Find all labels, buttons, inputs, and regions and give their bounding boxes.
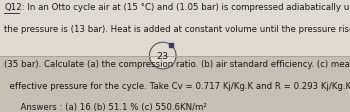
Text: (35 bar). Calculate (a) the compression ratio. (b) air standard efficiency. (c) : (35 bar). Calculate (a) the compression … bbox=[4, 60, 350, 69]
Text: effective pressure for the cycle. Take Cv = 0.717 Kj/Kg.K and R = 0.293 Kj/Kg.K : effective pressure for the cycle. Take C… bbox=[4, 82, 350, 91]
Ellipse shape bbox=[149, 43, 176, 69]
Text: Answers : (a) 16 (b) 51.1 % (c) 550.6KN/m²: Answers : (a) 16 (b) 51.1 % (c) 550.6KN/… bbox=[4, 102, 207, 111]
Text: : In an Otto cycle air at (15 °C) and (1.05 bar) is compressed adiabatically unt: : In an Otto cycle air at (15 °C) and (1… bbox=[19, 3, 350, 12]
FancyBboxPatch shape bbox=[0, 56, 350, 112]
Text: the pressure is (13 bar). Heat is added at constant volume until the pressure ri: the pressure is (13 bar). Heat is added … bbox=[4, 25, 350, 34]
FancyBboxPatch shape bbox=[0, 0, 350, 56]
Text: Q12: Q12 bbox=[4, 3, 22, 12]
Text: 23: 23 bbox=[157, 52, 169, 60]
